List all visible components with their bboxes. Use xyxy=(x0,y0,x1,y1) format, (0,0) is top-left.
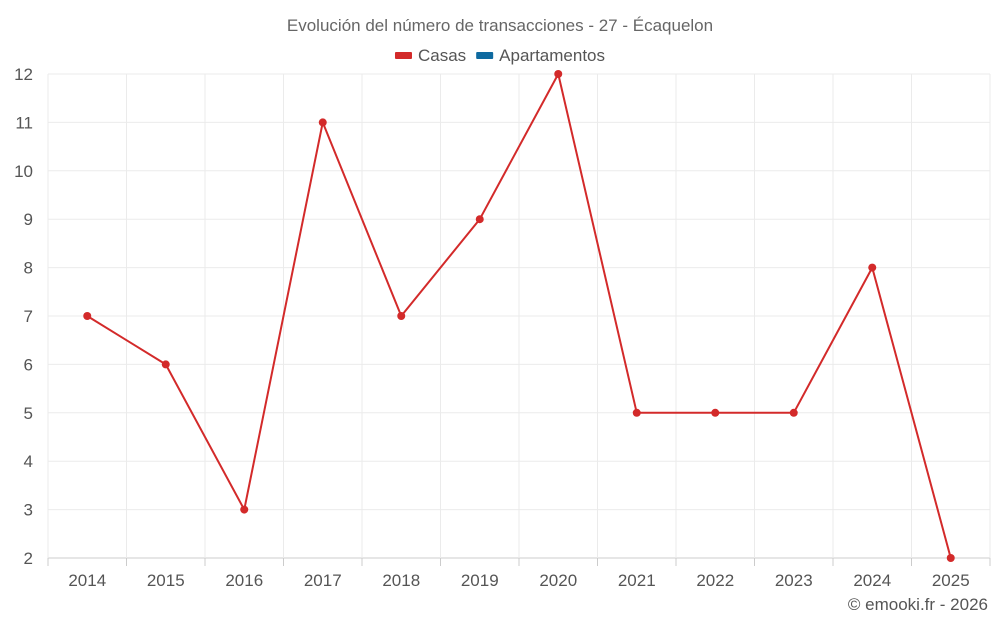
y-tick-label: 7 xyxy=(24,307,33,326)
y-tick-label: 3 xyxy=(24,501,33,520)
data-point[interactable] xyxy=(161,360,170,369)
y-tick-label: 9 xyxy=(24,210,33,229)
legend-item-apartamentos[interactable]: Apartamentos xyxy=(476,46,605,65)
legend: Casas Apartamentos xyxy=(394,46,605,65)
y-tick-label: 5 xyxy=(24,404,33,423)
data-point[interactable] xyxy=(318,118,327,127)
data-point[interactable] xyxy=(240,505,249,514)
data-point[interactable] xyxy=(711,408,720,417)
data-point[interactable] xyxy=(868,263,877,272)
x-tick-label: 2024 xyxy=(853,571,891,590)
x-tick-label: 2023 xyxy=(775,571,813,590)
data-point[interactable] xyxy=(632,408,641,417)
data-point[interactable] xyxy=(397,312,406,320)
data-point[interactable] xyxy=(946,554,955,562)
data-point[interactable] xyxy=(475,215,484,224)
y-tick-label: 2 xyxy=(24,549,33,568)
axes: 2 3 4 5 6 7 8 9 10 11 12 2014 2015 2016 2017 2018 2019 20… xyxy=(14,65,991,590)
series-line-casas xyxy=(86,73,952,559)
data-point[interactable] xyxy=(554,70,563,78)
x-tick-label: 2016 xyxy=(225,571,263,590)
x-tick-label: 2025 xyxy=(932,571,970,590)
legend-label: Apartamentos xyxy=(499,46,605,65)
series-layer xyxy=(83,70,955,562)
x-tick-label: 2021 xyxy=(618,571,656,590)
x-tick-label: 2018 xyxy=(382,571,420,590)
y-tick-label: 4 xyxy=(24,452,33,471)
data-point[interactable] xyxy=(789,408,798,417)
credit-text: © emooki.fr - 2026 xyxy=(848,595,988,614)
legend-label: Casas xyxy=(418,46,466,65)
x-tick-label: 2019 xyxy=(461,571,499,590)
legend-item-casas[interactable]: Casas xyxy=(394,46,466,65)
y-tick-label: 6 xyxy=(24,355,33,374)
chart-title: Evolución del número de transacciones - … xyxy=(287,16,713,35)
legend-swatch xyxy=(394,52,412,59)
y-tick-label: 11 xyxy=(15,113,33,132)
grid xyxy=(47,73,991,559)
legend-swatch xyxy=(476,52,494,59)
data-point[interactable] xyxy=(83,312,92,320)
y-tick-label: 12 xyxy=(14,65,33,84)
x-tick-label: 2014 xyxy=(68,571,106,590)
x-tick-label: 2020 xyxy=(539,571,577,590)
y-tick-label: 8 xyxy=(24,259,33,278)
x-tick-label: 2022 xyxy=(696,571,734,590)
x-tick-label: 2015 xyxy=(147,571,185,590)
y-tick-label: 10 xyxy=(14,162,33,181)
x-tick-label: 2017 xyxy=(304,571,342,590)
